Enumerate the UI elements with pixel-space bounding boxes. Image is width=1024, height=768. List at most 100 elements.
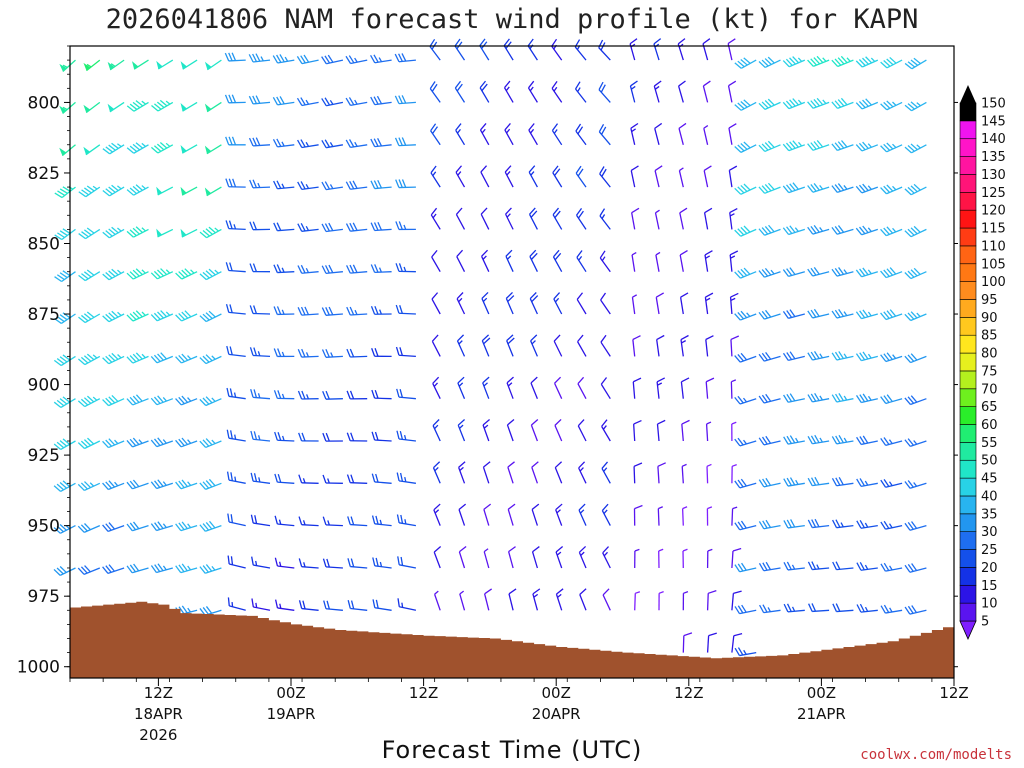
barb-full xyxy=(505,41,512,49)
barb-full xyxy=(250,388,254,398)
barb-staff xyxy=(61,271,76,283)
plot-area xyxy=(53,38,954,678)
barb-full xyxy=(785,100,793,108)
barb-staff xyxy=(206,101,222,113)
barb-full xyxy=(395,304,400,314)
barb-full xyxy=(761,352,768,361)
barb-full xyxy=(904,272,912,280)
barb-half xyxy=(303,562,306,568)
barb-half xyxy=(577,87,581,93)
wind-barb xyxy=(204,144,222,155)
barb-full xyxy=(855,395,862,403)
barb-full xyxy=(531,503,540,510)
barb-full xyxy=(224,94,230,104)
barb-full xyxy=(855,102,863,110)
wind-barb xyxy=(459,590,466,611)
barb-staff xyxy=(731,550,734,569)
wind-barb xyxy=(503,80,514,103)
barb-full xyxy=(740,100,748,108)
barb-full xyxy=(575,81,581,90)
wind-barb xyxy=(248,53,271,63)
barb-full xyxy=(105,565,112,573)
wind-barb xyxy=(102,268,125,281)
barb-full xyxy=(904,355,912,363)
barb-half xyxy=(705,297,711,302)
barb-full xyxy=(883,562,890,571)
wind-barb xyxy=(731,590,742,611)
barb-full xyxy=(808,603,813,612)
barb-full xyxy=(273,348,278,357)
wind-barb xyxy=(678,122,687,145)
barb-full xyxy=(835,561,841,570)
barb-full xyxy=(346,390,351,400)
wind-barb xyxy=(53,354,76,367)
wind-barb xyxy=(531,503,540,526)
barb-full xyxy=(298,516,303,525)
barb-half xyxy=(529,44,534,50)
barb-staff xyxy=(576,299,587,315)
wind-barb xyxy=(321,306,343,316)
barb-full xyxy=(481,83,488,92)
wind-barb xyxy=(552,165,563,188)
barb-pennant xyxy=(83,62,91,71)
barb-full xyxy=(274,557,279,567)
barb-full xyxy=(225,136,230,146)
barb-half xyxy=(278,561,282,567)
wind-barb xyxy=(346,474,368,484)
barb-full xyxy=(883,520,890,529)
barb-full xyxy=(789,393,796,402)
barb-full xyxy=(886,226,894,234)
barb-half xyxy=(457,171,462,176)
wind-barb xyxy=(372,557,392,569)
barb-full xyxy=(554,252,562,261)
barb-full xyxy=(762,478,768,487)
wind-barb xyxy=(880,352,903,363)
barb-half xyxy=(707,506,713,510)
barb-staff xyxy=(577,425,587,442)
wind-barb xyxy=(83,101,101,114)
barb-half xyxy=(62,64,68,69)
barb-full xyxy=(81,231,89,238)
barb-full xyxy=(394,137,400,146)
barb-full xyxy=(83,397,92,404)
barb-full xyxy=(855,269,863,278)
barb-full xyxy=(178,564,185,573)
barb-full xyxy=(786,393,793,402)
barb-full xyxy=(276,264,282,273)
barb-half xyxy=(234,434,237,440)
barb-full xyxy=(348,55,355,64)
wind-barb xyxy=(394,95,416,105)
wind-barb xyxy=(507,546,516,569)
barb-full xyxy=(62,480,70,488)
barb-half xyxy=(846,57,851,62)
barb-full xyxy=(810,393,817,402)
barb-staff xyxy=(431,341,441,357)
wind-barb xyxy=(250,430,271,442)
barb-full xyxy=(507,337,515,345)
barb-full xyxy=(370,222,376,231)
barb-half xyxy=(279,603,282,609)
barb-half xyxy=(822,57,827,62)
barb-full xyxy=(225,220,230,229)
barb-full xyxy=(253,431,258,440)
barb-staff xyxy=(633,466,636,484)
wind-barb xyxy=(782,140,806,152)
barb-staff xyxy=(657,466,660,484)
wind-barb xyxy=(77,437,101,450)
barb-full xyxy=(807,143,814,151)
barb-full xyxy=(53,401,62,408)
barb-full xyxy=(373,180,379,189)
barb-half xyxy=(795,437,799,443)
wind-barb xyxy=(432,419,441,442)
wind-barb xyxy=(904,395,927,406)
barb-full xyxy=(508,546,516,553)
wind-barb xyxy=(199,268,222,281)
barb-half xyxy=(434,467,439,472)
colorbar-swatch xyxy=(959,156,977,175)
wind-barb xyxy=(107,59,125,71)
barb-full xyxy=(886,184,894,192)
barb-full xyxy=(862,309,869,318)
barb-full xyxy=(159,142,168,149)
barb-half xyxy=(892,143,897,149)
barb-full xyxy=(150,565,157,573)
